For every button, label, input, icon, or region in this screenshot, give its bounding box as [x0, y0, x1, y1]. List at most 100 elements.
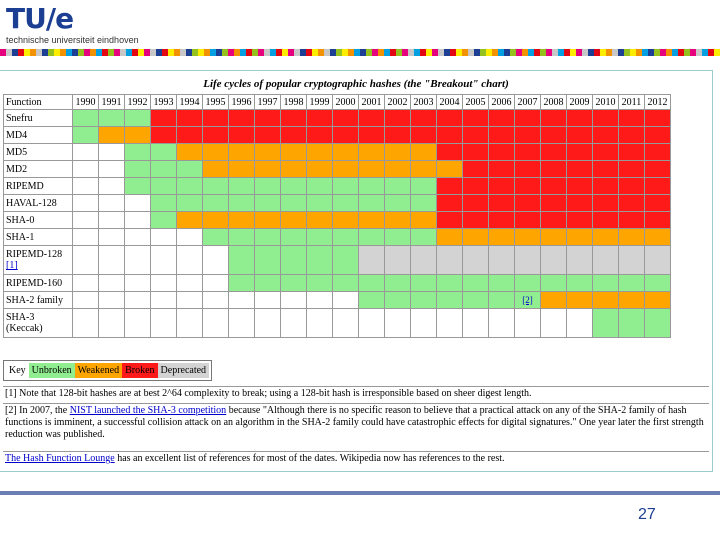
stripe-segment: [660, 49, 666, 56]
status-cell: [618, 308, 645, 338]
nist-link[interactable]: NIST launched the SHA-3 competition: [69, 405, 227, 416]
status-cell: [592, 177, 619, 195]
stripe-segment: [138, 49, 144, 56]
hash-row: SHA-2 family [2]: [3, 291, 671, 309]
stripe-segment: [204, 49, 210, 56]
status-cell: [150, 177, 177, 195]
status-cell: [514, 211, 541, 229]
stripe-segment: [12, 49, 18, 56]
status-cell: [384, 126, 411, 144]
stripe-segment: [456, 49, 462, 56]
note-2: [2] In 2007, the NIST launched the SHA-3…: [3, 403, 709, 443]
hash-name: MD4: [3, 126, 73, 144]
stripe-segment: [390, 49, 396, 56]
status-cell: [176, 177, 203, 195]
status-cell: [488, 211, 515, 229]
status-cell: [358, 177, 385, 195]
stripe-segment: [666, 49, 672, 56]
status-cell: [462, 126, 489, 144]
status-cell: [462, 143, 489, 161]
status-cell: [332, 308, 359, 338]
stripe-segment: [150, 49, 156, 56]
year-header: 1994: [176, 94, 203, 110]
hash-lounge-link[interactable]: The Hash Function Lounge: [5, 453, 115, 464]
status-cell: [228, 109, 255, 127]
status-cell: [150, 228, 177, 246]
stripe-segment: [372, 49, 378, 56]
status-cell: [332, 274, 359, 292]
status-cell: [488, 291, 515, 309]
status-cell: [228, 274, 255, 292]
status-cell: [280, 143, 307, 161]
footnote-link[interactable]: [1]: [6, 260, 18, 271]
status-cell: [332, 245, 359, 275]
stripe-segment: [408, 49, 414, 56]
status-cell: [410, 291, 437, 309]
year-header: 1996: [228, 94, 255, 110]
year-header: 2002: [384, 94, 411, 110]
status-cell: [176, 291, 203, 309]
stripe-segment: [342, 49, 348, 56]
status-cell: [176, 160, 203, 178]
status-cell: [644, 291, 671, 309]
status-cell: [592, 143, 619, 161]
status-cell: [540, 308, 567, 338]
status-cell: [514, 245, 541, 275]
status-cell: [124, 126, 151, 144]
stripe-segment: [288, 49, 294, 56]
status-cell: [618, 228, 645, 246]
hash-name: RIPEMD-160: [3, 274, 73, 292]
logo-mark: TU/e: [6, 2, 74, 35]
stripe-segment: [486, 49, 492, 56]
year-header: 1999: [306, 94, 333, 110]
status-cell: [280, 194, 307, 212]
status-cell: [254, 194, 281, 212]
stripe-segment: [270, 49, 276, 56]
status-cell: [124, 228, 151, 246]
status-cell: [228, 211, 255, 229]
hash-name-text: SHA-3 (Keccak): [6, 312, 43, 334]
status-cell: [202, 126, 229, 144]
status-cell: [358, 109, 385, 127]
stripe-segment: [114, 49, 120, 56]
hash-row: SHA-3 (Keccak): [3, 308, 671, 338]
stripe-segment: [564, 49, 570, 56]
stripe-segment: [600, 49, 606, 56]
status-cell: [592, 194, 619, 212]
status-cell: [514, 109, 541, 127]
status-cell: [514, 228, 541, 246]
status-cell: [150, 194, 177, 212]
stripe-segment: [324, 49, 330, 56]
status-cell: [488, 177, 515, 195]
stripe-segment: [102, 49, 108, 56]
stripe-segment: [66, 49, 72, 56]
status-cell: [540, 126, 567, 144]
status-cell: [72, 211, 99, 229]
status-cell: [644, 143, 671, 161]
status-cell: [566, 160, 593, 178]
status-cell: [280, 245, 307, 275]
stripe-segment: [84, 49, 90, 56]
stripe-segment: [24, 49, 30, 56]
status-cell: [306, 143, 333, 161]
stripe-segment: [108, 49, 114, 56]
status-cell: [332, 194, 359, 212]
status-cell: [176, 143, 203, 161]
status-cell: [332, 109, 359, 127]
stripe-segment: [120, 49, 126, 56]
tue-logo: TU/e technische universiteit eindhoven: [6, 2, 139, 46]
year-header: 2004: [436, 94, 463, 110]
status-cell: [228, 126, 255, 144]
status-cell: [644, 177, 671, 195]
footnote-link[interactable]: [2]: [522, 294, 533, 305]
hash-name-text: HAVAL-128: [6, 197, 57, 209]
status-cell: [72, 228, 99, 246]
stripe-segment: [360, 49, 366, 56]
status-cell: [566, 126, 593, 144]
stripe-segment: [306, 49, 312, 56]
status-cell: [124, 211, 151, 229]
status-cell: [592, 308, 619, 338]
footer-rule: [0, 491, 720, 495]
status-cell: [358, 308, 385, 338]
stripe-segment: [504, 49, 510, 56]
